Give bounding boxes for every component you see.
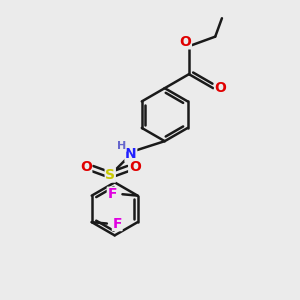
Text: O: O bbox=[80, 160, 92, 174]
Text: O: O bbox=[214, 81, 226, 95]
Text: O: O bbox=[179, 35, 191, 49]
Text: S: S bbox=[105, 168, 115, 182]
Text: F: F bbox=[112, 217, 122, 230]
Text: N: N bbox=[125, 147, 137, 161]
Text: F: F bbox=[107, 187, 117, 201]
Text: H: H bbox=[117, 141, 126, 151]
Text: O: O bbox=[129, 160, 141, 174]
